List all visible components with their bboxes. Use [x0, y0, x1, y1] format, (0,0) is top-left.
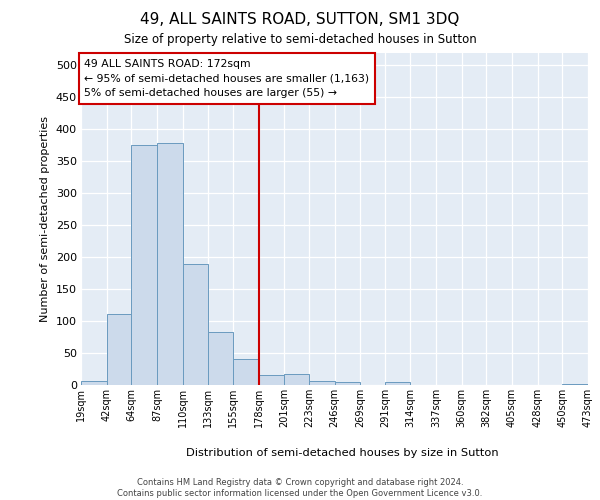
- Bar: [81, 380, 107, 385]
- Text: 49, ALL SAINTS ROAD, SUTTON, SM1 3DQ: 49, ALL SAINTS ROAD, SUTTON, SM1 3DQ: [140, 12, 460, 28]
- Bar: [208, 332, 233, 385]
- Bar: [259, 375, 284, 385]
- Bar: [131, 144, 157, 385]
- Bar: [233, 360, 259, 385]
- Bar: [157, 144, 182, 385]
- Bar: [335, 382, 360, 385]
- Bar: [284, 374, 309, 385]
- Text: Size of property relative to semi-detached houses in Sutton: Size of property relative to semi-detach…: [124, 32, 476, 46]
- Y-axis label: Number of semi-detached properties: Number of semi-detached properties: [40, 116, 50, 322]
- Bar: [385, 382, 410, 385]
- Bar: [309, 381, 335, 385]
- Text: Contains HM Land Registry data © Crown copyright and database right 2024.
Contai: Contains HM Land Registry data © Crown c…: [118, 478, 482, 498]
- Bar: [107, 314, 131, 385]
- Text: 49 ALL SAINTS ROAD: 172sqm
← 95% of semi-detached houses are smaller (1,163)
5% : 49 ALL SAINTS ROAD: 172sqm ← 95% of semi…: [85, 59, 370, 98]
- Text: Distribution of semi-detached houses by size in Sutton: Distribution of semi-detached houses by …: [185, 448, 499, 458]
- Bar: [562, 384, 588, 385]
- Bar: [182, 264, 208, 385]
